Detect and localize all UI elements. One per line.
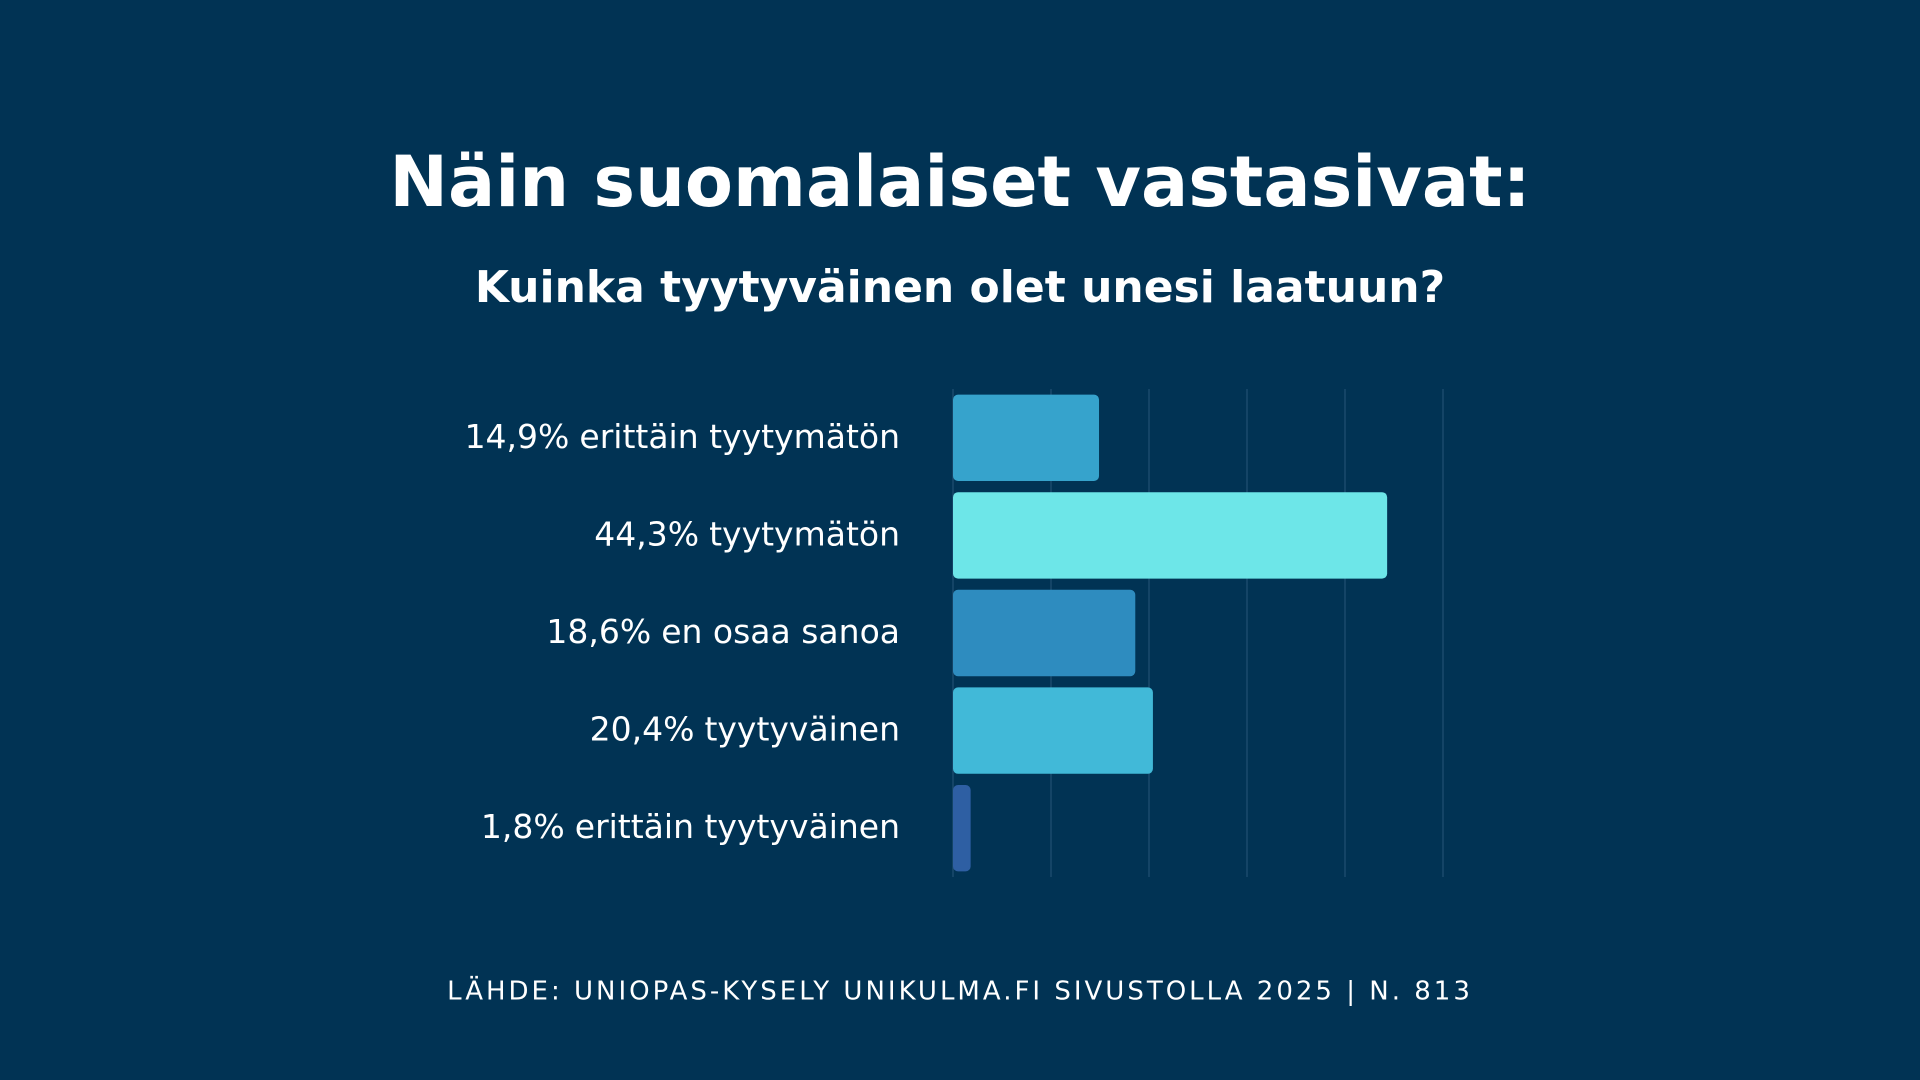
value-label: 18,6% (546, 612, 651, 651)
chart-subtitle: Kuinka tyytyväinen olet unesi laatuun? (475, 262, 1445, 313)
value-label: 1,8% (481, 807, 565, 846)
category-label: 1,8% erittäin tyytyväinen (481, 807, 900, 846)
bar (953, 785, 971, 872)
category-label: 14,9% erittäin tyytymätön (465, 416, 900, 455)
category-name: tyytyväinen (704, 709, 900, 748)
category-name: en osaa sanoa (661, 612, 900, 651)
bar (953, 589, 1136, 677)
bar (953, 687, 1153, 774)
category-name: tyytymätön (709, 514, 900, 553)
value-label: 14,9% (465, 416, 570, 455)
chart-title: Näin suomalaiset vastasivat: (389, 141, 1530, 223)
category-label: 20,4% tyytyväinen (590, 709, 900, 748)
category-label: 44,3% tyytymätön (594, 514, 900, 553)
value-label: 20,4% (590, 709, 695, 748)
category-label: 18,6% en osaa sanoa (546, 612, 900, 651)
source-note: LÄHDE: UNIOPAS-KYSELY UNIKULMA.FI SIVUST… (447, 975, 1473, 1007)
category-name: erittäin tyytyväinen (575, 807, 900, 846)
category-name: erittäin tyytymätön (579, 416, 900, 455)
bar (953, 394, 1100, 481)
value-label: 44,3% (594, 514, 699, 553)
bar (953, 492, 1388, 579)
